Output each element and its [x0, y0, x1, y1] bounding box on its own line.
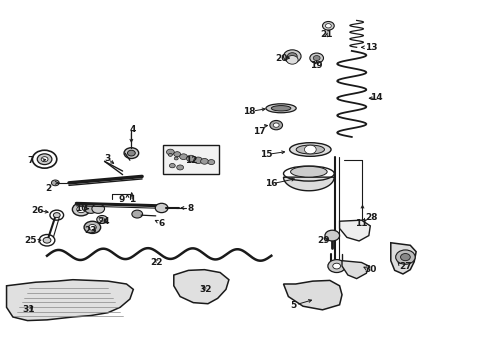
Text: 13: 13 [364, 43, 377, 52]
Text: 7: 7 [28, 156, 34, 165]
Circle shape [84, 204, 97, 213]
Text: 17: 17 [252, 127, 265, 136]
Circle shape [43, 237, 51, 243]
Text: 24: 24 [97, 217, 109, 226]
Circle shape [283, 50, 301, 63]
Circle shape [168, 153, 172, 156]
Text: 29: 29 [317, 237, 329, 246]
Circle shape [53, 213, 60, 218]
Circle shape [155, 203, 167, 213]
Text: 12: 12 [184, 156, 197, 165]
Text: 4: 4 [129, 125, 135, 134]
Text: 27: 27 [398, 262, 411, 271]
Circle shape [273, 123, 279, 127]
Polygon shape [341, 261, 368, 279]
Circle shape [309, 53, 323, 63]
Text: 26: 26 [31, 206, 43, 215]
Circle shape [332, 263, 340, 269]
Circle shape [322, 22, 333, 30]
Text: 11: 11 [355, 219, 367, 228]
Text: 18: 18 [243, 107, 255, 116]
Circle shape [127, 150, 135, 156]
Ellipse shape [296, 145, 324, 154]
Circle shape [176, 165, 183, 170]
Circle shape [207, 159, 214, 165]
Text: 8: 8 [187, 204, 194, 213]
Ellipse shape [290, 166, 326, 177]
Polygon shape [173, 270, 228, 304]
Polygon shape [390, 243, 415, 274]
Circle shape [395, 250, 414, 264]
Text: 20: 20 [274, 54, 286, 63]
Text: 31: 31 [22, 305, 35, 314]
Circle shape [269, 121, 282, 130]
Circle shape [51, 180, 59, 186]
Text: 10: 10 [75, 204, 87, 213]
Circle shape [313, 55, 320, 60]
Circle shape [37, 154, 52, 165]
Circle shape [325, 24, 330, 28]
Text: 15: 15 [260, 150, 272, 159]
Circle shape [169, 163, 175, 168]
Circle shape [174, 157, 178, 160]
Circle shape [72, 203, 90, 216]
Polygon shape [283, 177, 333, 191]
Circle shape [173, 152, 180, 157]
Text: 30: 30 [364, 265, 376, 274]
Circle shape [179, 154, 187, 159]
Circle shape [41, 157, 48, 162]
Text: 21: 21 [320, 30, 332, 39]
Polygon shape [283, 280, 341, 310]
Text: 19: 19 [310, 61, 322, 70]
Circle shape [304, 145, 316, 154]
Text: 25: 25 [24, 237, 37, 246]
Text: 14: 14 [369, 93, 382, 102]
Circle shape [97, 216, 107, 224]
Circle shape [200, 158, 208, 164]
Circle shape [286, 55, 298, 64]
Text: 9: 9 [118, 195, 124, 204]
Circle shape [287, 53, 297, 60]
Text: 3: 3 [104, 154, 111, 163]
Text: 1: 1 [129, 195, 135, 204]
Text: 23: 23 [84, 226, 97, 235]
Circle shape [77, 206, 85, 213]
Ellipse shape [265, 104, 296, 113]
Ellipse shape [289, 143, 330, 156]
Polygon shape [6, 280, 133, 320]
Ellipse shape [271, 105, 290, 111]
Circle shape [92, 204, 104, 213]
Circle shape [100, 218, 104, 221]
Circle shape [193, 157, 202, 163]
Text: 6: 6 [158, 219, 164, 228]
Text: 16: 16 [264, 179, 277, 188]
Bar [162, 145, 218, 174]
Text: 28: 28 [364, 213, 377, 222]
Circle shape [84, 221, 101, 233]
Text: 2: 2 [45, 184, 52, 193]
Text: 22: 22 [150, 258, 163, 267]
Text: 32: 32 [199, 285, 211, 294]
Polygon shape [339, 220, 369, 241]
Circle shape [325, 230, 339, 241]
Text: 5: 5 [289, 301, 296, 310]
Circle shape [327, 260, 345, 273]
Circle shape [400, 253, 409, 261]
Circle shape [88, 225, 96, 230]
Circle shape [132, 210, 142, 218]
Circle shape [186, 155, 195, 162]
Circle shape [166, 149, 174, 155]
Circle shape [124, 148, 139, 158]
